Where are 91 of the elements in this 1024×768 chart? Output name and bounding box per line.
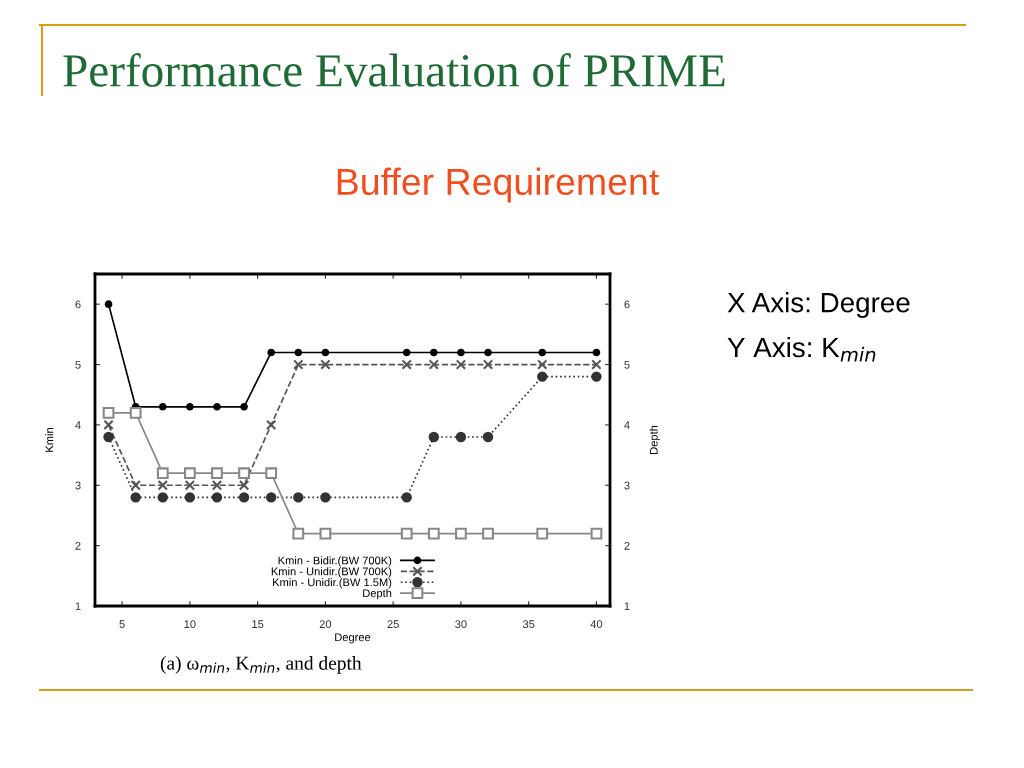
point	[319, 527, 332, 540]
x-tick-label: 5	[119, 620, 125, 629]
x-tick-label: 10	[184, 620, 196, 629]
point	[211, 492, 223, 503]
point	[104, 300, 113, 308]
point	[130, 480, 141, 491]
point	[455, 359, 467, 370]
legend-label: Kmin - Bidir.(BW 700K)	[278, 556, 392, 567]
x-tick-label: 30	[455, 620, 467, 629]
y2-tick-label: 2	[624, 541, 630, 550]
point	[240, 402, 248, 411]
point	[538, 348, 547, 357]
point	[590, 527, 603, 540]
y-axis-title: Kmin	[45, 428, 54, 452]
point	[591, 371, 602, 382]
point	[428, 359, 440, 370]
point	[591, 359, 602, 370]
point	[184, 480, 196, 491]
point	[213, 402, 221, 411]
point	[401, 359, 412, 370]
point	[186, 402, 194, 411]
point	[401, 492, 412, 503]
point	[484, 348, 492, 357]
y-tick-label: 1	[75, 602, 81, 611]
point	[238, 480, 250, 491]
point	[320, 359, 331, 370]
point	[130, 492, 141, 503]
point	[103, 431, 114, 443]
y-tick-label: 4	[75, 421, 81, 429]
point	[321, 348, 330, 357]
x-tick-label: 40	[590, 620, 603, 629]
point	[265, 419, 277, 431]
legend-label: Kmin - Unidir.(BW 1.5M)	[273, 578, 392, 589]
point	[402, 348, 411, 357]
point	[183, 467, 196, 480]
point	[211, 467, 223, 480]
point	[102, 406, 115, 419]
point	[428, 431, 440, 443]
y-tick-label: 3	[75, 481, 81, 490]
chart-title: Performance Evaluation of PRIME	[63, 53, 725, 87]
point	[427, 527, 440, 540]
point	[158, 402, 167, 411]
point	[265, 492, 277, 503]
x-tick-label: 35	[522, 620, 535, 629]
y2-tick-label: 5	[624, 360, 630, 369]
point	[592, 348, 601, 357]
legend-label: Depth	[363, 588, 392, 600]
x-tick-label: 15	[252, 620, 264, 629]
point	[292, 527, 305, 540]
y-tick-label: 6	[75, 300, 81, 309]
point	[103, 419, 114, 431]
y2-tick-label: 3	[624, 481, 630, 490]
point	[293, 359, 304, 370]
text: (a) ω$_{min}$, K$_{min}$, and depth	[160, 656, 362, 674]
point	[129, 406, 142, 419]
point	[265, 467, 278, 480]
point	[184, 492, 196, 503]
text: X Axis: Degree	[727, 292, 910, 318]
point	[482, 431, 494, 443]
y2-tick-label: 4	[624, 421, 630, 429]
point	[238, 492, 250, 503]
point	[430, 348, 438, 357]
point	[320, 492, 331, 503]
y-tick-label: 2	[75, 541, 81, 550]
point	[267, 348, 275, 357]
point	[537, 359, 548, 370]
point	[537, 371, 548, 382]
point	[156, 467, 169, 480]
point	[482, 527, 494, 540]
point	[455, 431, 467, 443]
point	[482, 359, 494, 370]
point	[238, 467, 250, 480]
point	[157, 480, 168, 491]
x-tick-label: 25	[387, 620, 399, 629]
y-tick-label: 5	[75, 360, 81, 369]
x-axis-title: Degree	[335, 633, 371, 644]
point	[400, 527, 413, 540]
y2-tick-label: 1	[624, 602, 630, 611]
legend-label: Kmin - Unidir.(BW 700K)	[271, 567, 392, 578]
point	[157, 492, 168, 503]
chart-subtitle: Buffer Requirement	[337, 167, 659, 203]
y2-tick-label: 6	[624, 300, 630, 309]
point	[536, 527, 549, 540]
point	[457, 348, 465, 357]
point	[211, 480, 223, 491]
x-tick-label: 20	[319, 620, 332, 629]
point	[294, 348, 303, 357]
point	[455, 527, 467, 540]
text: Y Axis: K$_{min}$	[727, 336, 876, 362]
y2-axis-title: Depth	[649, 425, 660, 454]
point	[293, 492, 304, 503]
